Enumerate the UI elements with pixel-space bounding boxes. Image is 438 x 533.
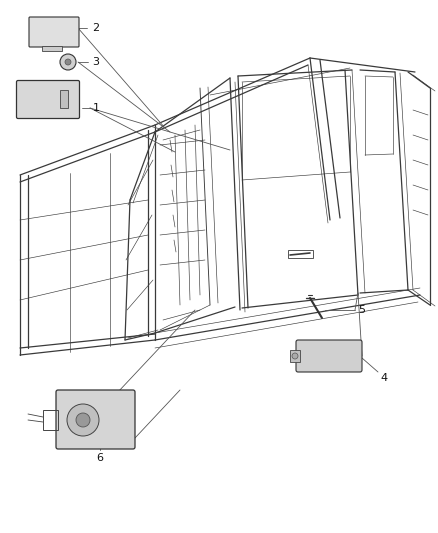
- Text: 5: 5: [358, 305, 365, 315]
- Text: 6: 6: [96, 453, 103, 463]
- Text: 1: 1: [92, 103, 99, 113]
- Text: 4: 4: [381, 373, 388, 383]
- Text: 2: 2: [92, 23, 99, 33]
- FancyBboxPatch shape: [17, 80, 80, 118]
- Text: 3: 3: [92, 57, 99, 67]
- FancyBboxPatch shape: [56, 390, 135, 449]
- Circle shape: [292, 353, 298, 359]
- Circle shape: [67, 404, 99, 436]
- FancyBboxPatch shape: [29, 17, 79, 47]
- Circle shape: [60, 54, 76, 70]
- Circle shape: [76, 413, 90, 427]
- Bar: [290, 350, 300, 362]
- Bar: [42, 46, 62, 51]
- FancyBboxPatch shape: [296, 340, 362, 372]
- Bar: [60, 90, 68, 108]
- Circle shape: [65, 59, 71, 65]
- Bar: [288, 250, 313, 258]
